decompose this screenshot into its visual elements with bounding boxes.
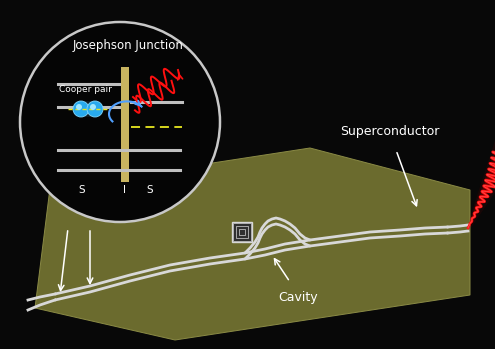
Bar [232,222,252,242]
Bar [236,226,248,238]
Text: S: S [79,185,85,195]
Polygon shape [468,137,495,231]
Polygon shape [35,148,470,340]
Text: Josephson Junction: Josephson Junction [73,39,184,52]
Circle shape [20,22,220,222]
Text: Cavity: Cavity [278,291,318,304]
Text: Superconductor: Superconductor [341,126,440,139]
Bar [233,223,251,241]
Text: Cooper pair: Cooper pair [58,86,111,95]
Bar [121,67,129,182]
Polygon shape [468,125,495,232]
Text: S: S [147,185,153,195]
Circle shape [90,104,96,110]
Bar [239,229,245,235]
Circle shape [87,101,103,117]
Circle shape [76,104,82,110]
Ellipse shape [74,101,102,117]
Text: I: I [123,185,127,195]
Polygon shape [468,145,495,230]
Circle shape [73,101,89,117]
